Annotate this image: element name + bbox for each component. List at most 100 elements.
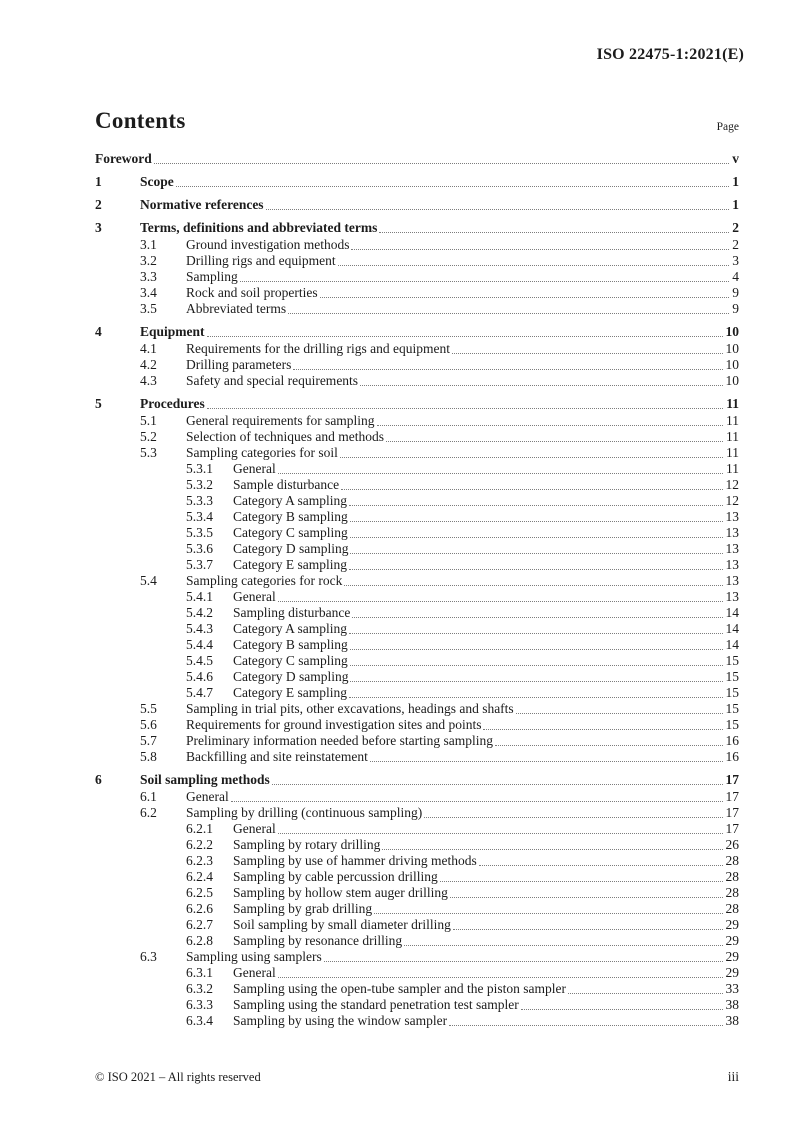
- toc-entry-page: 17: [725, 805, 740, 820]
- toc-entry-page: 10: [725, 324, 740, 339]
- toc-entry[interactable]: 3.3 Sampling 4: [95, 269, 739, 285]
- toc-entry-number: 5.4.1: [186, 589, 213, 604]
- toc-entry[interactable]: 6.2 Sampling by drilling (continuous sam…: [95, 805, 739, 821]
- toc-entry[interactable]: 5.4.7 Category E sampling 15: [95, 685, 739, 701]
- toc-entry[interactable]: 6.3.2 Sampling using the open-tube sampl…: [95, 981, 739, 997]
- toc-leader-dots: [265, 209, 730, 210]
- toc-leader-dots: [341, 489, 723, 490]
- toc-entry[interactable]: 6.3.3 Sampling using the standard penetr…: [95, 997, 739, 1013]
- toc-entry[interactable]: 6.3 Sampling using samplers 29: [95, 949, 739, 965]
- toc-entry[interactable]: 5.3.5 Category C sampling 13: [95, 525, 739, 541]
- toc-entry[interactable]: 5 Procedures 11: [95, 396, 739, 412]
- toc-entry[interactable]: 5.3.1 General 11: [95, 461, 739, 477]
- toc-entry[interactable]: 6.3.4 Sampling by using the window sampl…: [95, 1013, 739, 1029]
- toc-entry[interactable]: 6.2.8 Sampling by resonance drilling 29: [95, 933, 739, 949]
- toc-entry[interactable]: 6.3.1 General 29: [95, 965, 739, 981]
- toc-entry[interactable]: 5.4.5 Category C sampling 15: [95, 653, 739, 669]
- toc-entry[interactable]: 2 Normative references 1: [95, 197, 739, 213]
- toc-entry[interactable]: 6.2.7 Soil sampling by small diameter dr…: [95, 917, 739, 933]
- toc-entry[interactable]: Foreword v: [95, 151, 739, 167]
- toc-leader-dots: [349, 537, 723, 538]
- toc-leader-dots: [360, 385, 723, 386]
- toc-entry-page: 13: [725, 557, 740, 572]
- toc-entry-title: Sampling using samplers: [186, 949, 322, 964]
- toc-leader-dots: [439, 881, 723, 882]
- toc-entry[interactable]: 6.2.1 General 17: [95, 821, 739, 837]
- toc-entry[interactable]: 6.1 General 17: [95, 789, 739, 805]
- toc-entry[interactable]: 3.2 Drilling rigs and equipment 3: [95, 253, 739, 269]
- toc-entry[interactable]: 5.4.6 Category D sampling 15: [95, 669, 739, 685]
- toc-entry-number: 3.4: [140, 285, 157, 300]
- toc-entry[interactable]: 5.3.3 Category A sampling 12: [95, 493, 739, 509]
- toc-entry[interactable]: 6.2.4 Sampling by cable percussion drill…: [95, 869, 739, 885]
- toc-entry[interactable]: 5.5 Sampling in trial pits, other excava…: [95, 701, 739, 717]
- toc-entry-title: Category B sampling: [233, 637, 348, 652]
- toc-entry[interactable]: 5.3 Sampling categories for soil 11: [95, 445, 739, 461]
- toc-leader-dots: [293, 369, 723, 370]
- toc-entry-number: 6.2.5: [186, 885, 213, 900]
- toc-entry-title: Terms, definitions and abbreviated terms: [140, 220, 378, 235]
- toc-entry[interactable]: 5.4.1 General 13: [95, 589, 739, 605]
- toc-leader-dots: [271, 784, 723, 785]
- toc-entry[interactable]: 5.4 Sampling categories for rock 13: [95, 573, 739, 589]
- toc-entry[interactable]: 5.7 Preliminary information needed befor…: [95, 733, 739, 749]
- toc-entry[interactable]: 6.2.2 Sampling by rotary drilling 26: [95, 837, 739, 853]
- toc-entry[interactable]: 4.1 Requirements for the drilling rigs a…: [95, 341, 739, 357]
- toc-entry-page: 12: [725, 477, 740, 492]
- toc-entry[interactable]: 5.4.2 Sampling disturbance 14: [95, 605, 739, 621]
- toc-entry[interactable]: 5.1 General requirements for sampling 11: [95, 413, 739, 429]
- toc-entry[interactable]: 3.5 Abbreviated terms 9: [95, 301, 739, 317]
- toc-entry[interactable]: 5.2 Selection of techniques and methods …: [95, 429, 739, 445]
- toc-entry[interactable]: 3.1 Ground investigation methods 2: [95, 237, 739, 253]
- toc-entry-title: Sampling by use of hammer driving method…: [233, 853, 477, 868]
- toc-entry-title: General requirements for sampling: [186, 413, 375, 428]
- toc-entry[interactable]: 6.2.3 Sampling by use of hammer driving …: [95, 853, 739, 869]
- toc-leader-dots: [449, 897, 723, 898]
- toc-entry-title: General: [233, 821, 276, 836]
- toc-entry[interactable]: 5.8 Backfilling and site reinstatement 1…: [95, 749, 739, 765]
- toc-entry-page: 11: [726, 396, 739, 411]
- toc-entry-title: Category C sampling: [233, 525, 348, 540]
- toc-entry-page: 15: [725, 717, 740, 732]
- toc-entry-title: General: [233, 589, 276, 604]
- toc-entry[interactable]: 3.4 Rock and soil properties 9: [95, 285, 739, 301]
- toc-entry-number: 5.3.3: [186, 493, 213, 508]
- copyright-notice: © ISO 2021 – All rights reserved: [95, 1070, 261, 1084]
- toc-entry[interactable]: 4.3 Safety and special requirements 10: [95, 373, 739, 389]
- toc-entry[interactable]: 5.3.6 Category D sampling 13: [95, 541, 739, 557]
- toc-entry-number: 4: [95, 324, 102, 339]
- contents-title: Contents: [95, 108, 186, 133]
- toc-entry-title: Category B sampling: [233, 509, 348, 524]
- toc-entry-page: 15: [725, 701, 740, 716]
- toc-entry-title: Sampling by rotary drilling: [233, 837, 381, 852]
- toc-entry-title: General: [233, 965, 276, 980]
- toc-leader-dots: [379, 232, 730, 233]
- toc-entry[interactable]: 5.4.3 Category A sampling 14: [95, 621, 739, 637]
- toc-entry[interactable]: 5.6 Requirements for ground investigatio…: [95, 717, 739, 733]
- toc-entry-number: 4.3: [140, 373, 157, 388]
- toc-leader-dots: [349, 649, 723, 650]
- toc-entry-title: Category E sampling: [233, 557, 347, 572]
- toc-entry[interactable]: 4.2 Drilling parameters 10: [95, 357, 739, 373]
- toc-entry[interactable]: 3 Terms, definitions and abbreviated ter…: [95, 220, 739, 236]
- toc-entry-page: 16: [725, 749, 740, 764]
- toc-entry-page: 11: [726, 413, 739, 428]
- toc-entry[interactable]: 6 Soil sampling methods 17: [95, 772, 739, 788]
- toc-entry-number: 1: [95, 174, 102, 189]
- toc-entry[interactable]: 6.2.6 Sampling by grab drilling 28: [95, 901, 739, 917]
- toc-entry-number: 5.6: [140, 717, 157, 732]
- toc-entry[interactable]: 1 Scope 1: [95, 174, 739, 190]
- toc-entry-number: 4.2: [140, 357, 157, 372]
- toc-entry[interactable]: 5.3.2 Sample disturbance 12: [95, 477, 739, 493]
- toc-entry[interactable]: 5.4.4 Category B sampling 14: [95, 637, 739, 653]
- toc-entry-title: Soil sampling methods: [140, 772, 270, 787]
- toc-entry-number: 6.2.8: [186, 933, 213, 948]
- toc-leader-dots: [277, 473, 723, 474]
- toc-entry[interactable]: 5.3.4 Category B sampling 13: [95, 509, 739, 525]
- toc-entry[interactable]: 4 Equipment 10: [95, 324, 739, 340]
- toc-entry-title: Normative references: [140, 197, 264, 212]
- toc-entry-number: 6.2.4: [186, 869, 213, 884]
- toc-entry[interactable]: 5.3.7 Category E sampling 13: [95, 557, 739, 573]
- toc-entry-title: Drilling parameters: [186, 357, 292, 372]
- toc-entry[interactable]: 6.2.5 Sampling by hollow stem auger dril…: [95, 885, 739, 901]
